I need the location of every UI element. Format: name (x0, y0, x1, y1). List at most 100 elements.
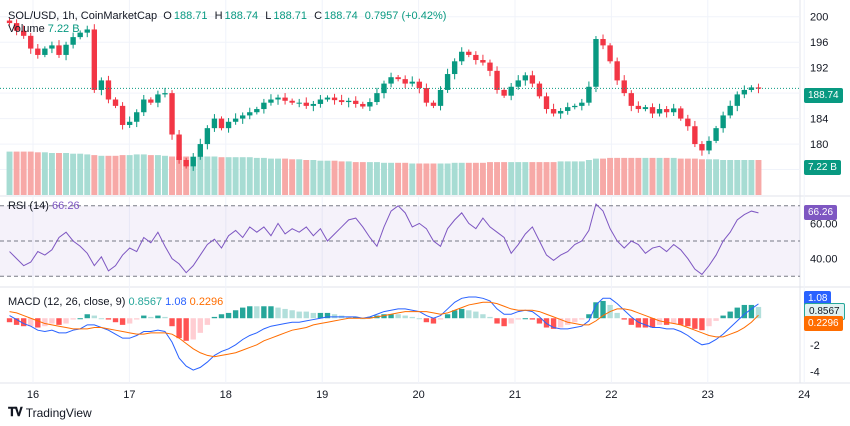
candle-body (98, 80, 105, 90)
rsi-label[interactable]: RSI (14) (8, 200, 49, 212)
grid-layer (0, 0, 850, 384)
candle-body (494, 70, 500, 90)
macd-label[interactable]: MACD (12, 26, close, 9) (8, 296, 126, 308)
x-tick-label: 21 (509, 389, 521, 401)
macd-histogram-bar (91, 315, 98, 319)
symbol-label[interactable]: SOL/USD, 1h, CoinMarketCap (8, 10, 158, 22)
x-tick-label: 24 (798, 389, 810, 401)
volume-bar (578, 161, 585, 195)
volume-bar (437, 163, 444, 195)
candle-body (501, 89, 507, 96)
volume-bar (6, 151, 13, 195)
macd-histogram-bar (635, 318, 642, 328)
candle-body (430, 102, 437, 106)
macd-histogram-bar (649, 318, 656, 328)
volume-bar (444, 163, 451, 195)
candle-body (572, 105, 578, 108)
candle-body (685, 118, 691, 127)
volume-bar (755, 160, 762, 195)
candle-body (543, 96, 550, 110)
volume-bar (56, 153, 62, 195)
volume-bar (706, 159, 712, 195)
candle-body (134, 112, 140, 122)
volume-bar (345, 161, 352, 195)
macd-histogram-bar (685, 318, 691, 327)
candle-body (635, 105, 642, 110)
volume-bar (487, 162, 493, 195)
candle-body (353, 100, 359, 104)
volume-bar (317, 160, 324, 195)
volume-bar (479, 162, 486, 195)
macd-histogram-bar (28, 318, 34, 327)
macd-histogram-bar (678, 318, 684, 325)
candle-body (713, 128, 719, 141)
rsi-tick-label: 40.00 (810, 254, 838, 266)
volume-bar (656, 157, 663, 195)
candle-body (628, 93, 634, 106)
macd-histogram-bar (63, 318, 69, 324)
macd-histogram-bar (218, 314, 225, 319)
macd-histogram-bar (459, 308, 465, 319)
candle-body (423, 88, 430, 103)
candle-body (395, 77, 401, 80)
candle-body (508, 86, 514, 96)
candle-body (91, 29, 98, 90)
candle-body (360, 103, 366, 107)
volume-bar (600, 158, 606, 195)
candle-body (70, 37, 76, 45)
macd-histogram-bar (98, 318, 105, 320)
volume-bar (727, 160, 734, 195)
x-tick-label: 19 (316, 389, 328, 401)
candle-body (28, 35, 34, 49)
macd-histogram-bar (720, 315, 726, 319)
volume-bar (451, 162, 458, 195)
volume-bar (126, 155, 133, 195)
candle-body (444, 74, 451, 90)
candle-body (706, 140, 712, 151)
macd-histogram-bar (409, 316, 415, 319)
volume-layer (6, 151, 762, 195)
volume-bar (366, 162, 373, 195)
volume-label[interactable]: Volume (8, 23, 45, 35)
macd-histogram-bar (134, 318, 140, 320)
macd-histogram-bar (614, 312, 620, 319)
price-legend: SOL/USD, 1h, CoinMarketCap O 188.71 H 188.… (8, 10, 450, 22)
candle-body (218, 118, 225, 129)
volume-bar (267, 158, 274, 195)
candle-body (748, 87, 755, 90)
change-value: 0.7957 (+0.42%) (364, 10, 447, 22)
candle-body (324, 97, 331, 100)
volume-bar (642, 157, 649, 195)
macd-histogram-bar (169, 318, 175, 327)
volume-bar (84, 154, 91, 195)
candle-body (437, 89, 444, 106)
macd-histogram-bar (501, 318, 507, 327)
macd-histogram-bar (395, 314, 401, 319)
volume-bar (303, 160, 310, 195)
candle-body (331, 97, 338, 101)
tradingview-logo[interactable]: 𝐓𝐕 TradingView (8, 405, 92, 420)
macd-histogram-bar (748, 304, 755, 319)
candle-body (459, 51, 465, 62)
volume-bar (253, 157, 260, 195)
price-tick-label: 192 (810, 63, 828, 75)
macd-histogram-bar (755, 306, 762, 319)
price-tick-label: 196 (810, 37, 828, 49)
volume-bar (324, 160, 331, 195)
macd-histogram-bar (49, 318, 55, 324)
volume-bar (585, 160, 592, 195)
low-label: L (265, 10, 272, 22)
volume-bar (310, 160, 317, 195)
rsi-value: 66.26 (52, 200, 80, 212)
macd-histogram-bar (473, 311, 479, 319)
volume-bar (381, 162, 387, 195)
macd-tick-label: -4 (810, 366, 820, 378)
candle-body (254, 109, 260, 113)
volume-bar (713, 159, 720, 195)
rsi-legend: RSI (14) 66.26 (8, 200, 80, 212)
volume-bar (607, 157, 614, 195)
volume-bar (529, 162, 536, 195)
volume-bar (91, 155, 98, 195)
macd-histogram-bar (706, 318, 712, 327)
